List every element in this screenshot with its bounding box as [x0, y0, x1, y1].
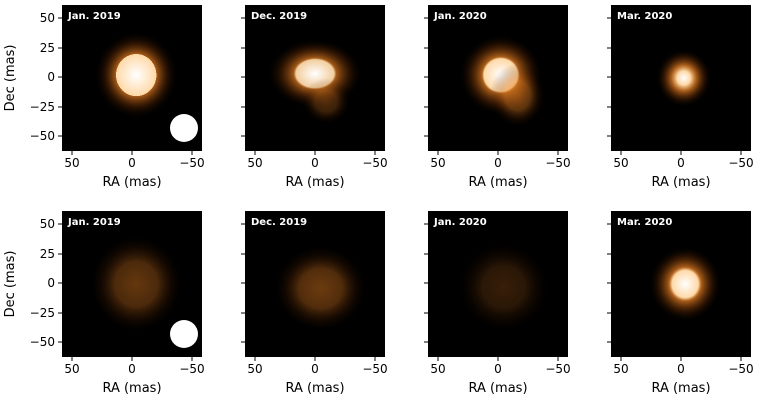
- x-axis-label: RA (mas): [285, 381, 344, 396]
- x-tick-label: 0: [677, 362, 685, 376]
- y-axis-label: Dec (mas): [3, 251, 18, 318]
- panel-1-2: Dec. 2019 50 0 −50 RA (mas): [241, 5, 388, 190]
- x-tick-label: 0: [311, 156, 319, 170]
- beam-marker: [170, 114, 198, 142]
- x-axis-label: RA (mas): [102, 175, 161, 190]
- x-tick-label: 0: [128, 156, 136, 170]
- x-tick-label: −50: [545, 156, 570, 170]
- panel-1-4: Mar. 2020 50 0 −50 RA (mas): [607, 5, 754, 190]
- panel-date-label: Jan. 2020: [433, 217, 487, 228]
- x-tick-label: 50: [430, 156, 445, 170]
- y-tick-label: −25: [30, 100, 55, 114]
- x-tick-label: 50: [613, 362, 628, 376]
- y-tick-label: −50: [30, 129, 55, 143]
- x-tick-label: −50: [179, 362, 204, 376]
- y-axis-label: Dec (mas): [3, 45, 18, 112]
- x-tick-label: −50: [545, 362, 570, 376]
- x-tick-label: −50: [728, 156, 753, 170]
- y-tick-label: 50: [40, 11, 55, 25]
- panel-date-label: Jan. 2020: [433, 11, 487, 22]
- panel-2-1: Jan. 2019 50 0 −50 RA (mas) 50 25 0 −25 −50 Dec (m…: [3, 211, 205, 396]
- x-axis-label: RA (mas): [651, 175, 710, 190]
- x-tick-label: −50: [179, 156, 204, 170]
- y-tick-label: 25: [40, 247, 55, 261]
- x-tick-label: 50: [430, 362, 445, 376]
- panel-2-4: Mar. 2020 50 0 −50 RA (mas): [607, 211, 754, 396]
- y-tick-label: −25: [30, 306, 55, 320]
- emission-blob: [88, 234, 184, 334]
- panel-1-3: Jan. 2020 50 0 −50 RA (mas): [424, 5, 571, 190]
- panel-date-label: Dec. 2019: [251, 217, 307, 228]
- panel-date-label: Mar. 2020: [617, 217, 672, 228]
- y-tick-label: 0: [47, 276, 55, 290]
- y-tick-label: 0: [47, 70, 55, 84]
- emission-blob: [648, 246, 722, 322]
- emission-blob: [301, 78, 352, 125]
- x-axis-label: RA (mas): [285, 175, 344, 190]
- emission-blob: [94, 31, 179, 119]
- panel-2-2: Dec. 2019 50 0 −50 RA (mas): [241, 211, 388, 396]
- panel-date-label: Dec. 2019: [251, 11, 307, 22]
- panel-date-label: Jan. 2019: [67, 217, 121, 228]
- x-tick-label: 50: [64, 156, 79, 170]
- panel-date-label: Jan. 2019: [67, 11, 121, 22]
- x-axis-label: RA (mas): [102, 381, 161, 396]
- x-tick-label: 50: [64, 362, 79, 376]
- x-tick-label: 50: [247, 156, 262, 170]
- x-tick-label: 0: [494, 156, 502, 170]
- x-tick-label: 50: [613, 156, 628, 170]
- x-axis-label: RA (mas): [468, 175, 527, 190]
- x-tick-label: 0: [494, 362, 502, 376]
- panel-date-label: Mar. 2020: [617, 11, 672, 22]
- x-tick-label: 0: [128, 362, 136, 376]
- y-tick-label: 50: [40, 217, 55, 231]
- panel-1-1: Jan. 2019 50 0 −50 RA (mas) 50 25 0 −25 −50 Dec (m…: [3, 5, 205, 190]
- x-tick-label: 0: [677, 156, 685, 170]
- x-tick-label: 50: [247, 362, 262, 376]
- x-axis-label: RA (mas): [651, 381, 710, 396]
- x-tick-label: 0: [311, 362, 319, 376]
- emission-blob: [456, 240, 552, 334]
- x-tick-label: −50: [362, 362, 387, 376]
- x-axis-label: RA (mas): [468, 381, 527, 396]
- emission-blob: [273, 244, 369, 333]
- beam-marker: [170, 320, 198, 348]
- x-tick-label: −50: [362, 156, 387, 170]
- y-tick-label: −50: [30, 335, 55, 349]
- emission-blob: [489, 63, 546, 128]
- emission-blob: [655, 48, 712, 108]
- y-tick-label: 25: [40, 41, 55, 55]
- panel-2-3: Jan. 2020 50 0 −50 RA (mas): [424, 211, 571, 396]
- x-tick-label: −50: [728, 362, 753, 376]
